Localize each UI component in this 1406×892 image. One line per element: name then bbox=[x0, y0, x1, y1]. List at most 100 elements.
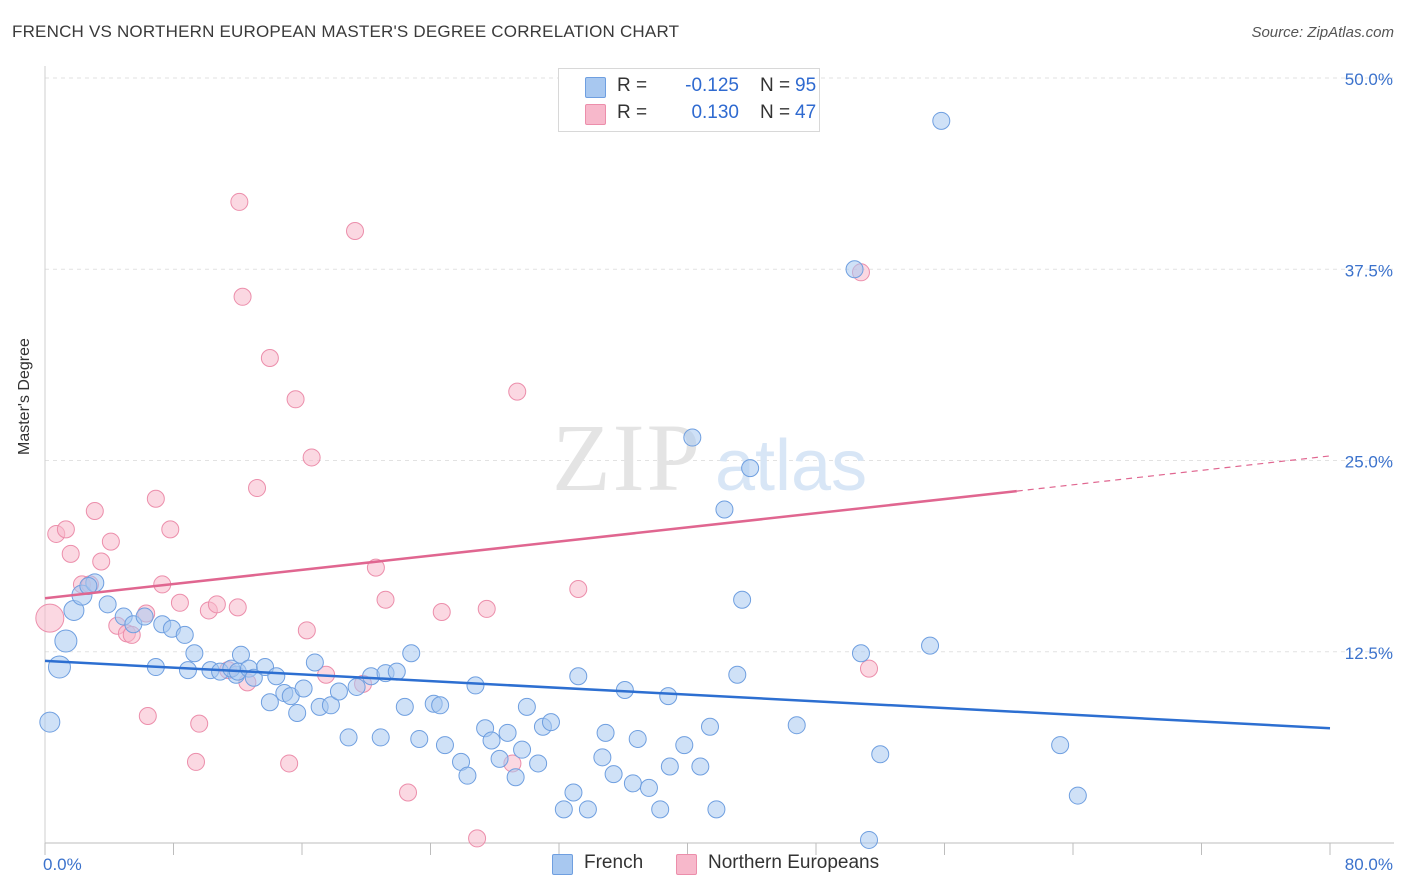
northern-europeans-point bbox=[35, 603, 65, 633]
northern-europeans-point bbox=[190, 714, 209, 733]
french-point bbox=[458, 766, 477, 785]
northern-europeans-trend-extension bbox=[1016, 455, 1331, 492]
french-point bbox=[402, 644, 421, 663]
french-point bbox=[513, 740, 532, 759]
french-point bbox=[628, 729, 647, 748]
northern-europeans-point bbox=[170, 593, 189, 612]
french-point bbox=[517, 697, 536, 716]
french-point bbox=[1051, 736, 1070, 755]
northern-europeans-point bbox=[280, 754, 299, 773]
northern-europeans-point bbox=[233, 287, 252, 306]
gridlines bbox=[45, 77, 1394, 653]
french-point bbox=[387, 662, 406, 681]
r-value: 0.130 bbox=[691, 102, 739, 123]
french-point bbox=[578, 800, 597, 819]
french-swatch bbox=[552, 854, 573, 875]
french-point bbox=[498, 723, 517, 742]
french-point bbox=[395, 697, 414, 716]
french-point bbox=[267, 667, 286, 686]
french-point bbox=[691, 757, 710, 776]
watermark: ZIP atlas bbox=[552, 404, 867, 511]
french-point bbox=[482, 731, 501, 750]
french-point bbox=[554, 800, 573, 819]
french-point bbox=[660, 757, 679, 776]
northern-europeans-point bbox=[860, 659, 879, 678]
northern-europeans-point bbox=[230, 192, 249, 211]
y-tick-label: 37.5% bbox=[1345, 261, 1393, 280]
french-point bbox=[506, 768, 525, 787]
french-point bbox=[787, 716, 806, 735]
french-point bbox=[431, 696, 450, 715]
french-point bbox=[564, 783, 583, 802]
n-label: N = bbox=[760, 102, 791, 123]
legend-label: Northern Europeans bbox=[708, 852, 880, 873]
northern-europeans-point bbox=[468, 829, 487, 848]
french-point bbox=[932, 111, 951, 130]
french-point bbox=[593, 748, 612, 767]
french-point bbox=[410, 729, 429, 748]
french-point bbox=[1068, 786, 1087, 805]
french-point bbox=[339, 728, 358, 747]
french-point bbox=[871, 745, 890, 764]
french-point bbox=[596, 723, 615, 742]
northern-europeans-point bbox=[508, 382, 527, 401]
french-point bbox=[700, 717, 719, 736]
french-point bbox=[244, 668, 263, 687]
french-point bbox=[604, 765, 623, 784]
northern-europeans-point bbox=[207, 595, 226, 614]
french-point bbox=[683, 428, 702, 447]
french-point bbox=[321, 696, 340, 715]
n-value: 95 bbox=[795, 75, 817, 96]
french-point bbox=[845, 260, 864, 279]
northern-europeans-point bbox=[569, 580, 588, 599]
y-tick-label: 25.0% bbox=[1345, 453, 1393, 472]
french-point bbox=[294, 679, 313, 698]
r-label: R = bbox=[617, 75, 648, 96]
french-point bbox=[305, 653, 324, 672]
french-swatch bbox=[585, 77, 606, 98]
northern-europeans-point bbox=[161, 520, 180, 539]
tick-labels: 12.5% 25.0% 37.5% 50.0% 0.0% 80.0% bbox=[43, 70, 1393, 874]
french-point bbox=[185, 644, 204, 663]
northern-europeans-point bbox=[248, 479, 267, 498]
legend-label: French bbox=[584, 852, 644, 873]
y-tick-label: 12.5% bbox=[1345, 644, 1393, 663]
northern-europeans-point bbox=[228, 598, 247, 617]
french-point bbox=[54, 629, 78, 653]
french-point bbox=[175, 625, 194, 644]
northern-europeans-point bbox=[346, 222, 365, 240]
watermark-atlas: atlas bbox=[715, 426, 867, 506]
northern-europeans-point bbox=[85, 501, 104, 520]
french-point bbox=[347, 677, 366, 696]
french-point bbox=[860, 830, 879, 849]
french-point bbox=[466, 676, 485, 695]
french-point bbox=[231, 645, 250, 664]
x-tick-label: 0.0% bbox=[43, 855, 82, 874]
french-point bbox=[715, 500, 734, 519]
trend-lines bbox=[44, 455, 1331, 730]
french-point bbox=[435, 736, 454, 755]
french-point bbox=[851, 644, 870, 663]
northern-europeans-point bbox=[432, 602, 451, 621]
x-tick-label: 80.0% bbox=[1345, 855, 1393, 874]
northern-europeans-trend-line bbox=[44, 489, 1017, 600]
french-point bbox=[329, 682, 348, 701]
y-axis-label: Master's Degree bbox=[16, 338, 33, 455]
french-trend-line bbox=[44, 659, 1331, 730]
y-tick-label: 50.0% bbox=[1345, 70, 1393, 89]
french-point bbox=[569, 667, 588, 686]
northern-europeans-point bbox=[399, 783, 418, 802]
northern-europeans-point bbox=[477, 599, 496, 618]
chart-title: FRENCH VS NORTHERN EUROPEAN MASTER'S DEG… bbox=[12, 22, 680, 41]
french-point bbox=[639, 778, 658, 797]
northern-europeans-point bbox=[376, 590, 395, 609]
french-point bbox=[651, 800, 670, 819]
northern-europeans-point bbox=[286, 390, 305, 409]
french-point bbox=[39, 711, 61, 733]
french-point bbox=[659, 687, 678, 706]
r-label: R = bbox=[617, 102, 648, 123]
source-note: Source: ZipAtlas.com bbox=[1251, 24, 1394, 41]
stats-legend: R = -0.125 N = 95 R = 0.130 N = 47 bbox=[558, 68, 820, 132]
northern-europeans-point bbox=[297, 621, 316, 640]
